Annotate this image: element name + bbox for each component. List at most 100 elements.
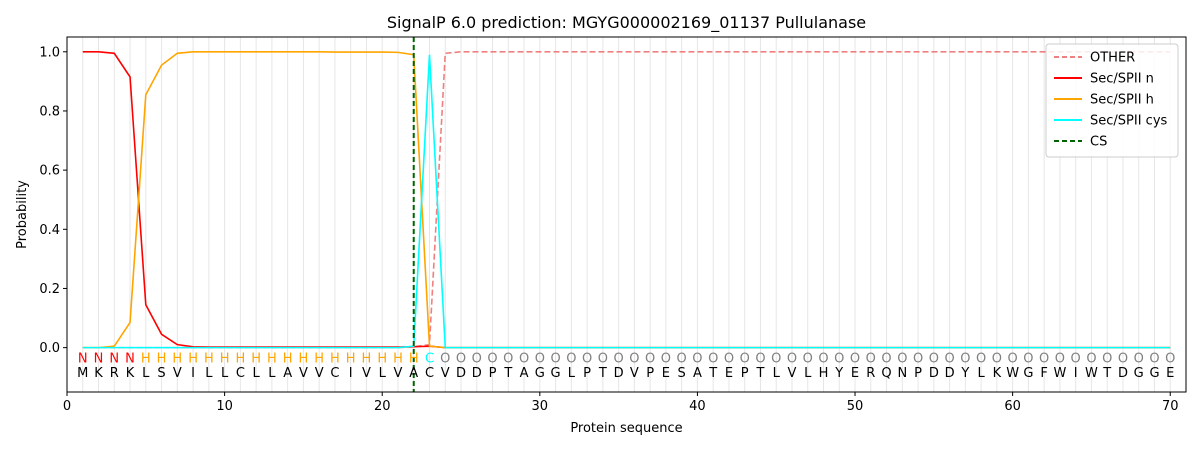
region-label: O [550, 351, 560, 366]
y-axis-label: Probability [15, 180, 30, 249]
residue-letter: L [268, 366, 276, 381]
y-tick-label: 0.0 [39, 341, 60, 356]
residue-letter: D [614, 366, 624, 381]
residue-letter: E [1166, 366, 1174, 381]
region-label: H [346, 351, 356, 366]
x-tick-label: 10 [216, 399, 233, 414]
region-label: O [1118, 351, 1128, 366]
region-label: O [866, 351, 876, 366]
region-label: H [141, 351, 151, 366]
region-label: H [393, 351, 403, 366]
residue-letter: I [191, 366, 195, 381]
residue-letter: Y [834, 366, 843, 381]
residue-letter: V [299, 366, 308, 381]
legend-box [1045, 43, 1179, 158]
x-axis-label: Protein sequence [570, 421, 682, 436]
residue-letter: W [1085, 366, 1098, 381]
region-label: H [377, 351, 387, 366]
region-label: O [1134, 351, 1144, 366]
residue-letter: A [409, 366, 418, 381]
region-label: O [771, 351, 781, 366]
y-axis-ticks: 0.0 0.2 0.4 0.6 0.8 1.0 [39, 45, 67, 356]
residue-letter: L [205, 366, 213, 381]
region-label: O [440, 351, 450, 366]
x-tick-label: 60 [1004, 399, 1021, 414]
y-tick-label: 1.0 [39, 45, 60, 60]
series-lines [82, 37, 1171, 392]
region-label: O [897, 351, 907, 366]
residue-letter: E [851, 366, 859, 381]
residue-letter: T [598, 366, 607, 381]
residue-letter: V [362, 366, 371, 381]
residue-letter: G [551, 366, 561, 381]
region-label: H [314, 351, 324, 366]
residue-letter: P [741, 366, 749, 381]
region-label: O [850, 351, 860, 366]
residue-letter: P [489, 366, 497, 381]
residue-letter: V [315, 366, 324, 381]
region-label: N [94, 351, 104, 366]
region-label: H [157, 351, 167, 366]
legend-label-cs: CS [1090, 135, 1107, 150]
legend-label-sec-spii-n: Sec/SPII n [1090, 72, 1154, 87]
region-label: O [1023, 351, 1033, 366]
sequence-annotation: NMNKNRNKHLHSHVHIHLHLHCHLHLHAHVHVHCHIHVHL… [77, 351, 1175, 381]
residue-letter: V [394, 366, 403, 381]
residue-letter: E [725, 366, 733, 381]
residue-letter: P [914, 366, 922, 381]
residue-letter: K [94, 366, 103, 381]
region-label: O [976, 351, 986, 366]
x-tick-label: 50 [847, 399, 864, 414]
residue-letter: L [568, 366, 576, 381]
residue-letter: L [253, 366, 261, 381]
residue-letter: F [1040, 366, 1047, 381]
residue-letter: L [773, 366, 781, 381]
x-tick-label: 70 [1162, 399, 1179, 414]
region-label: N [125, 351, 135, 366]
residue-letter: Q [881, 366, 891, 381]
residue-letter: D [456, 366, 466, 381]
x-tick-label: 30 [532, 399, 549, 414]
region-label: O [881, 351, 891, 366]
residue-letter: A [283, 366, 292, 381]
residue-letter: T [1102, 366, 1111, 381]
residue-letter: A [520, 366, 529, 381]
residue-letter: S [157, 366, 165, 381]
region-label: H [204, 351, 214, 366]
residue-letter: I [1074, 366, 1078, 381]
region-label: O [740, 351, 750, 366]
region-label: O [834, 351, 844, 366]
residue-letter: D [929, 366, 939, 381]
region-label: O [803, 351, 813, 366]
residue-letter: C [330, 366, 339, 381]
region-label: O [1071, 351, 1081, 366]
region-label: O [913, 351, 923, 366]
region-label: O [582, 351, 592, 366]
residue-letter: D [1118, 366, 1128, 381]
region-label: O [535, 351, 545, 366]
region-label: H [330, 351, 340, 366]
region-label: O [645, 351, 655, 366]
residue-letter: V [630, 366, 639, 381]
x-axis-ticks: 0 10 20 30 40 50 60 70 [63, 392, 1179, 414]
residue-letter: L [977, 366, 985, 381]
residue-letter: P [646, 366, 654, 381]
legend-label-sec-spii-cys: Sec/SPII cys [1090, 114, 1168, 129]
y-tick-label: 0.4 [39, 223, 60, 238]
residue-letter: T [708, 366, 717, 381]
residue-letter: N [897, 366, 907, 381]
region-label: O [503, 351, 513, 366]
residue-letter: V [441, 366, 450, 381]
residue-letter: T [503, 366, 512, 381]
residue-letter: W [1006, 366, 1019, 381]
region-label: O [629, 351, 639, 366]
legend-label-other: OTHER [1090, 51, 1135, 66]
plot-frame [66, 36, 1187, 393]
region-label: H [172, 351, 182, 366]
x-tick-label: 20 [374, 399, 391, 414]
region-label: N [109, 351, 119, 366]
region-label: H [299, 351, 309, 366]
residue-letter: Y [960, 366, 969, 381]
region-label: O [1008, 351, 1018, 366]
